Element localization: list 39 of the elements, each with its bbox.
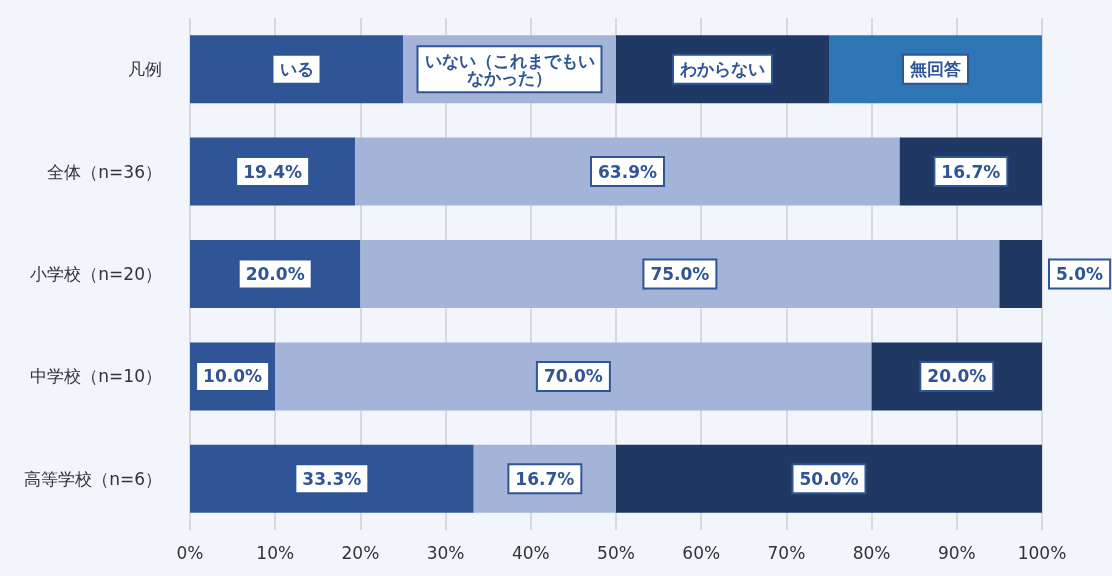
x-tick-label: 100% — [1017, 542, 1067, 563]
x-tick-label: 90% — [937, 542, 976, 563]
y-tick-label: 高等学校（n=6） — [24, 468, 162, 489]
bar — [275, 342, 872, 411]
data-label: 20.0% — [927, 366, 987, 387]
x-tick-label: 70% — [767, 542, 806, 563]
x-tick-label: 80% — [852, 542, 891, 563]
y-tick-label: 中学校（n=10） — [30, 366, 162, 387]
y-tick-label: 全体（n=36） — [47, 161, 162, 182]
data-label: 75.0% — [650, 264, 710, 284]
bar — [355, 137, 900, 206]
y-tick-label: 小学校（n=20） — [30, 264, 162, 284]
data-label: 10.0% — [203, 366, 263, 387]
x-tick-label: 10% — [256, 542, 295, 563]
series-label: わからない — [679, 59, 765, 80]
x-tick-label: 50% — [597, 542, 635, 563]
data-label: 50.0% — [799, 468, 859, 489]
y-tick-label: 凡例 — [128, 59, 162, 80]
data-label: 16.7% — [515, 468, 575, 489]
bar — [190, 35, 403, 104]
data-label: 5.0% — [1056, 264, 1104, 284]
x-tick-label: 0% — [176, 542, 204, 563]
x-tick-label: 20% — [341, 542, 380, 563]
data-label: 19.4% — [243, 161, 303, 182]
series-label: いない（これまでもいなかった） — [424, 50, 595, 88]
x-tick-label: 60% — [682, 542, 721, 563]
data-label: 16.7% — [941, 161, 1001, 182]
data-label: 33.3% — [302, 468, 362, 489]
series-label: いる — [279, 59, 314, 80]
data-label: 70.0% — [543, 366, 603, 387]
bar — [360, 240, 1000, 308]
series-label: 無回答 — [909, 59, 961, 80]
bar — [616, 444, 1042, 513]
x-tick-label: 40% — [511, 542, 550, 563]
bar — [999, 240, 1042, 308]
bar — [190, 444, 474, 513]
x-tick-label: 30% — [426, 542, 465, 563]
data-label: 20.0% — [245, 264, 305, 284]
data-label: 63.9% — [598, 161, 657, 182]
